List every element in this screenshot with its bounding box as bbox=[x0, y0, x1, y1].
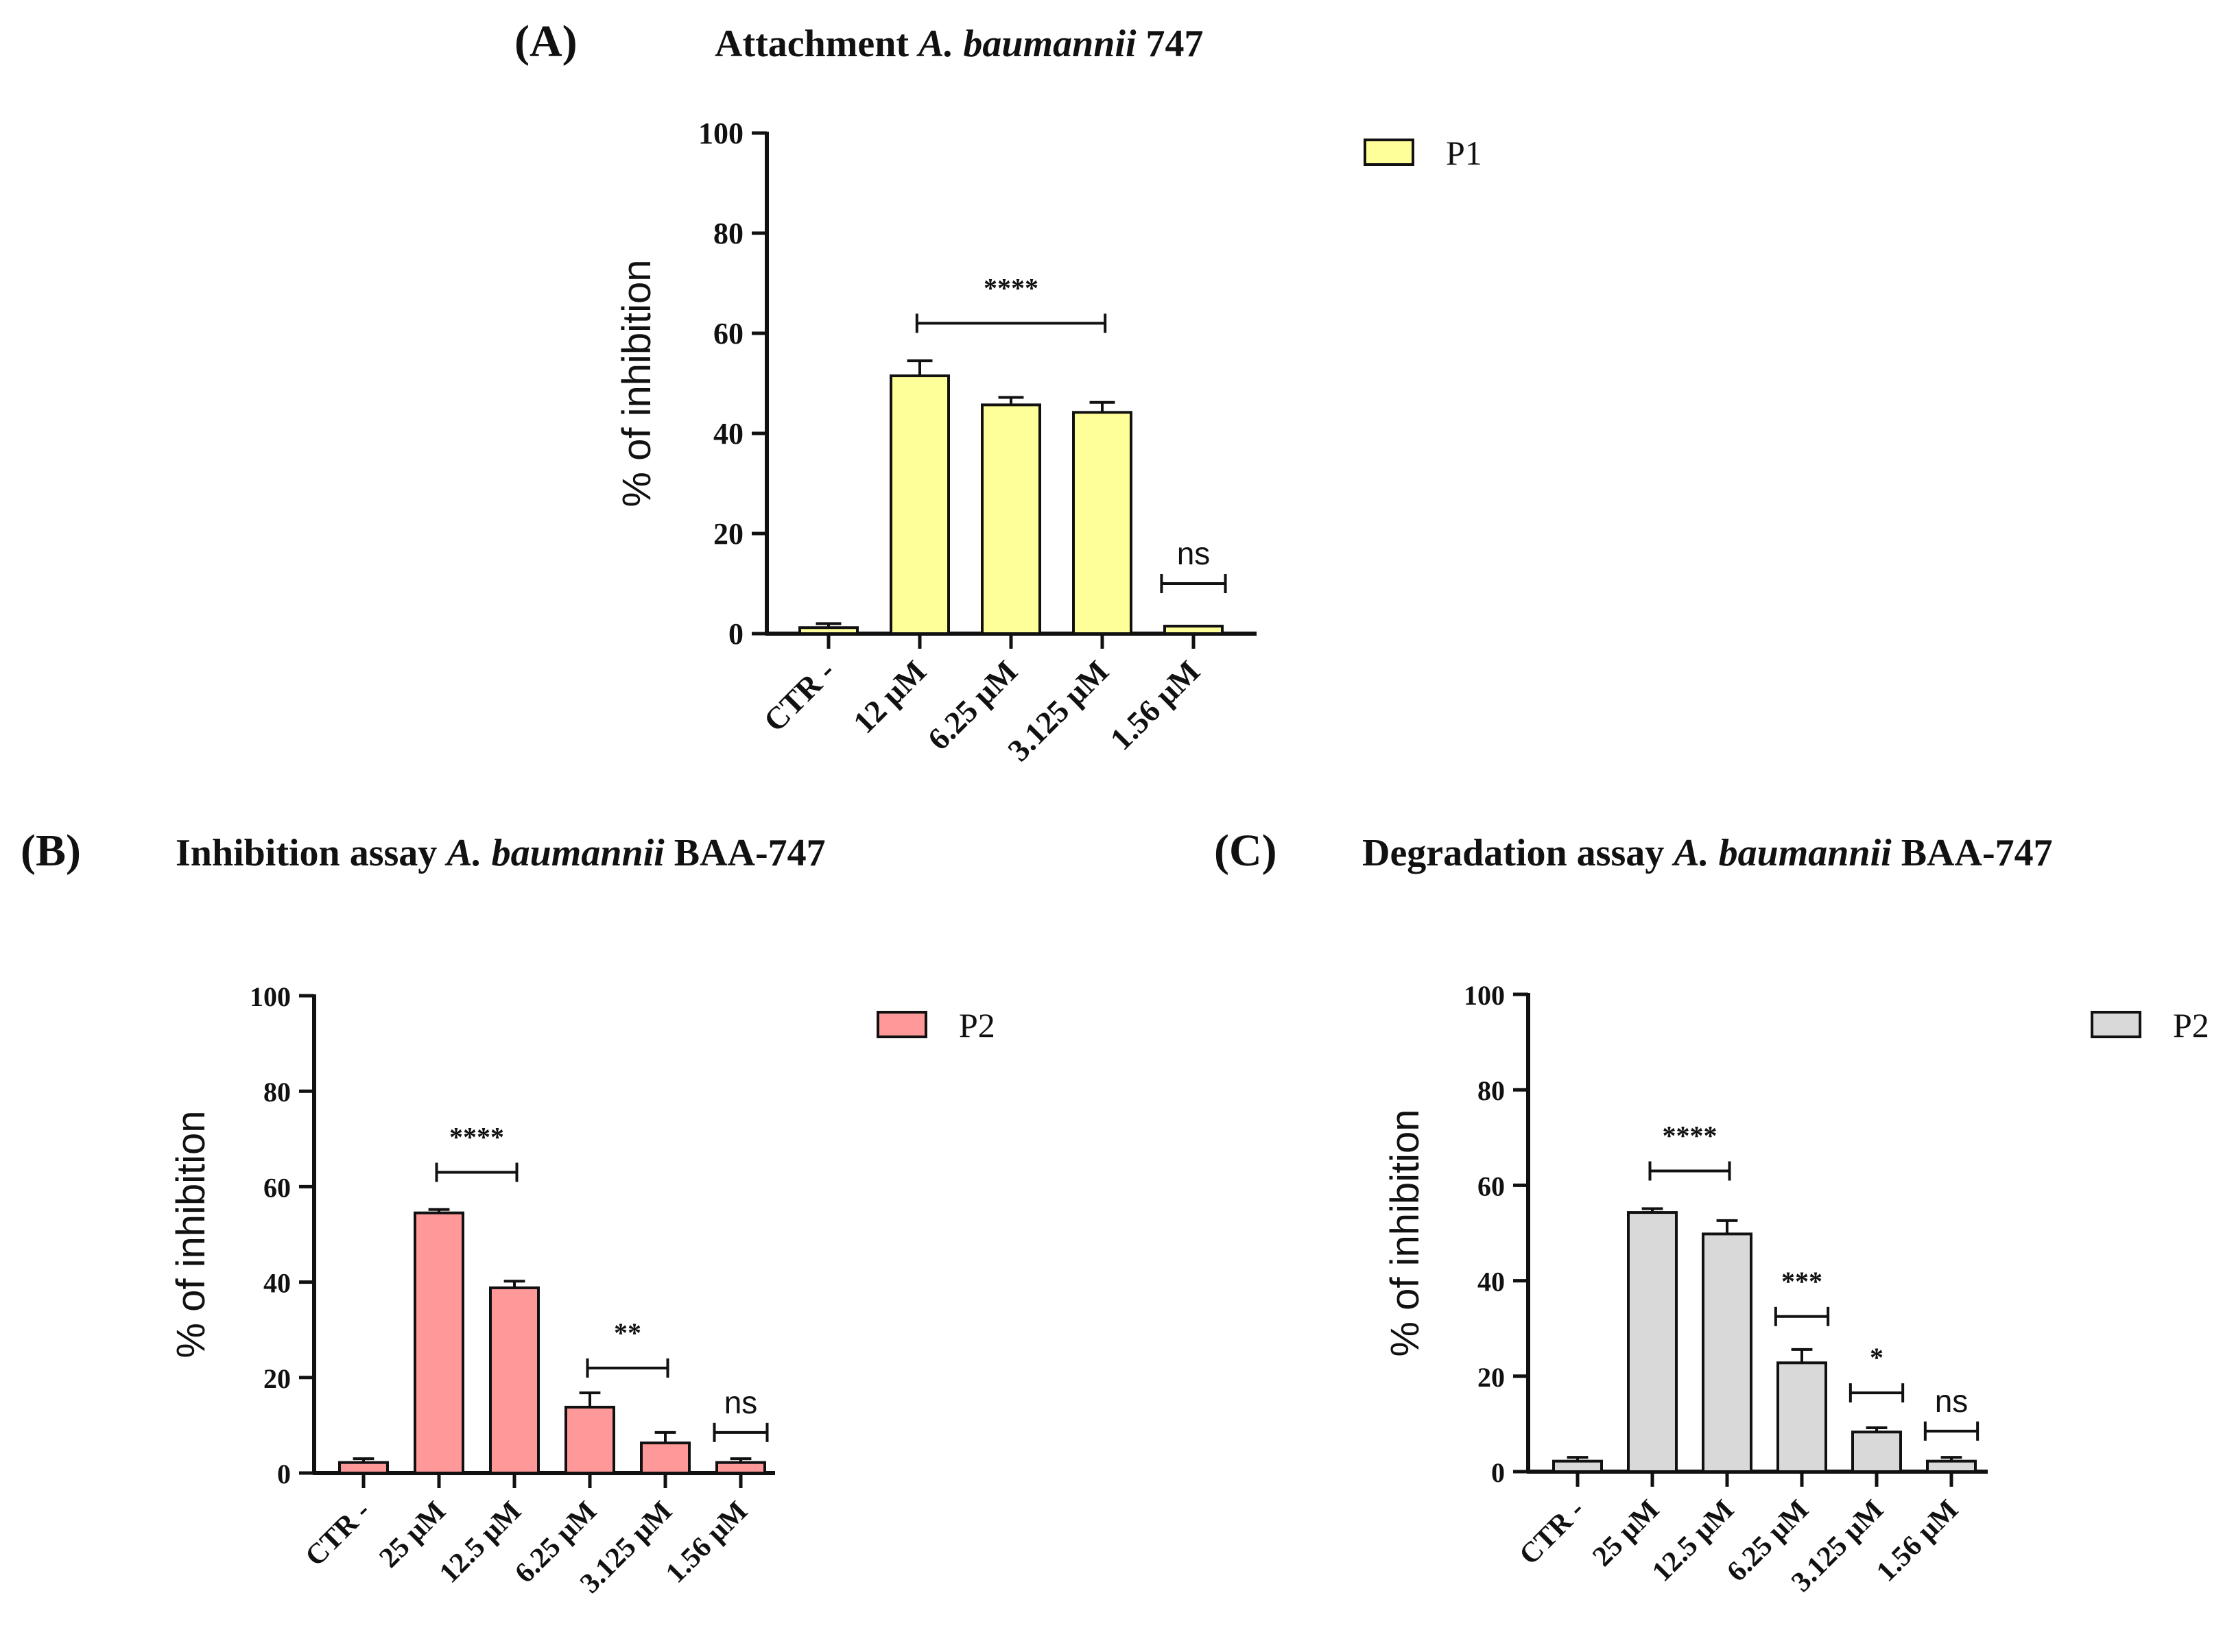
y-tick-label: 0 bbox=[1491, 1457, 1505, 1488]
significance-label: *** bbox=[1781, 1266, 1822, 1297]
y-tick-label: 80 bbox=[713, 217, 744, 250]
chart-title-prefix: Degradation assay bbox=[1362, 832, 1674, 874]
y-tick-label: 20 bbox=[713, 517, 744, 551]
bar bbox=[1851, 1430, 1902, 1473]
x-tick-label: CTR - bbox=[757, 654, 842, 739]
y-tick-label: 20 bbox=[263, 1363, 291, 1394]
significance-label: ns bbox=[724, 1385, 758, 1420]
panel-label: (C) bbox=[1214, 826, 1277, 876]
y-tick-label: 0 bbox=[277, 1459, 291, 1489]
bar bbox=[564, 1405, 615, 1474]
legend-label: P2 bbox=[959, 1006, 995, 1044]
bar bbox=[1702, 1232, 1752, 1473]
y-axis-label: % of inhibition bbox=[1383, 1109, 1427, 1356]
bar bbox=[338, 1461, 389, 1474]
bar bbox=[489, 1286, 540, 1475]
x-tick-label: 1.56 µM bbox=[1104, 654, 1207, 757]
legend-label: P2 bbox=[2173, 1006, 2209, 1044]
chart-title-prefix: Inhibition assay bbox=[176, 832, 447, 874]
y-tick-label: 40 bbox=[713, 417, 744, 451]
x-tick-label: 12.5 µM bbox=[1646, 1494, 1740, 1588]
y-tick-label: 0 bbox=[728, 617, 744, 651]
y-tick-label: 100 bbox=[1464, 980, 1505, 1011]
significance-label: ns bbox=[1935, 1383, 1969, 1419]
panel-label: (A) bbox=[514, 16, 578, 67]
significance-label: **** bbox=[984, 272, 1038, 303]
x-tick-label: CTR - bbox=[1514, 1494, 1591, 1572]
y-tick-label: 100 bbox=[250, 981, 291, 1012]
y-tick-label: 60 bbox=[263, 1172, 291, 1203]
bar bbox=[890, 374, 950, 635]
y-tick-label: 100 bbox=[698, 117, 744, 150]
legend-swatch bbox=[1364, 139, 1414, 166]
significance-label: ** bbox=[614, 1317, 641, 1348]
bar bbox=[1926, 1459, 1977, 1473]
y-tick-label: 40 bbox=[263, 1268, 291, 1299]
x-tick-label: 12 µM bbox=[846, 654, 933, 740]
chart-title-species: A. baumannii bbox=[444, 832, 665, 874]
chart-title-suffix: BAA-747 bbox=[1892, 832, 2053, 874]
y-tick-label: 20 bbox=[1477, 1362, 1505, 1393]
bar bbox=[1552, 1459, 1603, 1473]
legend-swatch bbox=[877, 1011, 927, 1038]
panel-c: (C) Degradation assay A. baumannii BAA-74… bbox=[1214, 826, 2209, 1598]
y-tick-label: 40 bbox=[1477, 1267, 1505, 1297]
chart-title-species: A. baumannii bbox=[916, 23, 1137, 65]
bar bbox=[640, 1441, 691, 1475]
x-tick-label: 1.56 µM bbox=[1870, 1494, 1964, 1588]
bar bbox=[715, 1461, 766, 1474]
chart-title: Attachment A. baumannii 747 bbox=[715, 23, 1204, 65]
panel-label: (B) bbox=[21, 826, 81, 876]
chart-title: Degradation assay A. baumannii BAA-747 bbox=[1362, 832, 2053, 874]
panel-a: (A) Attachment A. baumannii 747 0 20 40 60 80 1… bbox=[514, 16, 1482, 768]
chart-title-species: A. baumannii bbox=[1672, 832, 1892, 874]
bar bbox=[1627, 1211, 1678, 1474]
bar bbox=[981, 403, 1041, 635]
legend-swatch bbox=[2091, 1011, 2141, 1038]
bar bbox=[1163, 625, 1224, 635]
y-axis-label: % of inhibition bbox=[615, 259, 659, 507]
x-tick-label: 12.5 µM bbox=[433, 1496, 527, 1590]
significance-label: **** bbox=[449, 1122, 504, 1153]
significance-label: * bbox=[1870, 1342, 1883, 1373]
x-tick-label: 1.56 µM bbox=[660, 1496, 754, 1590]
legend-label: P1 bbox=[1446, 134, 1482, 172]
significance-label: **** bbox=[1663, 1121, 1717, 1151]
chart-title-prefix: Attachment bbox=[715, 23, 918, 65]
chart-title-suffix: 747 bbox=[1137, 23, 1204, 65]
y-tick-label: 60 bbox=[1477, 1171, 1505, 1201]
bar bbox=[414, 1211, 464, 1475]
x-tick-label: CTR - bbox=[300, 1496, 377, 1573]
panel-b: (B) Inhibition assay A. baumannii BAA-747… bbox=[21, 826, 995, 1599]
chart-title-suffix: BAA-747 bbox=[665, 832, 826, 874]
chart-title: Inhibition assay A. baumannii BAA-747 bbox=[176, 832, 826, 874]
bar bbox=[1776, 1361, 1827, 1474]
significance-label: ns bbox=[1177, 536, 1211, 571]
y-tick-label: 60 bbox=[713, 317, 744, 350]
y-axis-label: % of inhibition bbox=[169, 1110, 213, 1358]
bar bbox=[1072, 411, 1132, 636]
bar bbox=[798, 626, 859, 635]
y-tick-label: 80 bbox=[1477, 1075, 1505, 1106]
y-tick-label: 80 bbox=[263, 1077, 291, 1108]
x-tick-label: 3.125 µM bbox=[1001, 654, 1115, 768]
